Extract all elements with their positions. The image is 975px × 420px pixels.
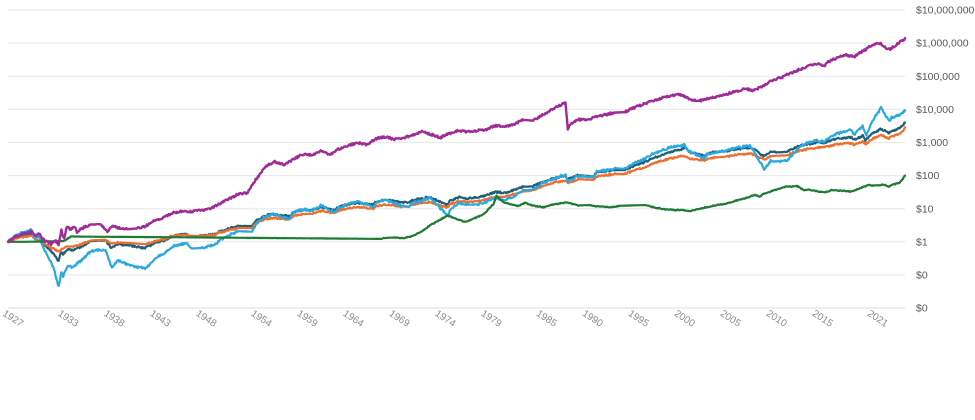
series-line-1 (6, 121, 907, 262)
x-axis-tick-label: 1990 (580, 308, 605, 330)
x-axis-tick-label: 1964 (341, 308, 366, 330)
gridlines (8, 9, 905, 309)
y-axis-tick-label: $10,000,000 (916, 5, 975, 17)
series-line-4 (6, 105, 907, 287)
x-axis-tick-label: 1974 (433, 308, 458, 330)
y-axis-tick-label: $100,000 (916, 71, 960, 83)
x-axis-tick-label: 1933 (56, 308, 81, 330)
x-axis-tick-label: 2015 (810, 308, 835, 330)
x-axis-tick-label: 2021 (865, 308, 890, 330)
x-axis-tick-label: 1995 (626, 308, 651, 330)
y-axis-tick-label: $0 (916, 270, 928, 282)
x-axis-labels: 1927 1933 1938 1943 1948 1954 1959 1964 1969 1974… (0, 308, 890, 330)
series-line-2 (6, 126, 907, 253)
y-axis-tick-label: $1,000,000 (916, 38, 969, 50)
x-axis-tick-label: 1979 (479, 308, 504, 330)
series-lines (6, 36, 907, 287)
x-axis-tick-label: 1954 (249, 308, 274, 330)
chart-legend: Hypothetical Tactical Leveraged Simulati… (0, 345, 975, 420)
x-axis-tick-label: 1943 (148, 308, 173, 330)
chart-canvas: $10,000,000 $1,000,000 $100,000 $10,000 $1,0… (0, 5, 975, 330)
y-axis-tick-label: $100 (916, 170, 940, 182)
x-axis-tick-label: 1948 (194, 308, 219, 330)
x-axis-tick-label: 1927 (0, 308, 25, 330)
x-axis-tick-label: 2010 (764, 308, 789, 330)
x-axis-tick-label: 1959 (295, 308, 320, 330)
y-axis-tick-label: $10 (916, 203, 934, 215)
y-axis-tick-label: $1,000 (916, 137, 948, 149)
x-axis-tick-label: 1985 (534, 308, 559, 330)
x-axis-tick-label: 1969 (387, 308, 412, 330)
y-axis-tick-label: $1 (916, 236, 928, 248)
y-axis-tick-label: $0 (916, 303, 928, 315)
series-line-3 (6, 174, 907, 243)
series-line-0 (6, 36, 907, 247)
x-axis-tick-label: 2005 (718, 308, 743, 330)
y-axis-tick-label: $10,000 (916, 104, 954, 116)
x-axis-tick-label: 2000 (672, 308, 697, 330)
y-axis-labels: $10,000,000 $1,000,000 $100,000 $10,000 $1,0… (916, 5, 975, 315)
chart-area: $10,000,000 $1,000,000 $100,000 $10,000 $1,0… (0, 5, 975, 330)
x-axis-tick-label: 1938 (102, 308, 127, 330)
